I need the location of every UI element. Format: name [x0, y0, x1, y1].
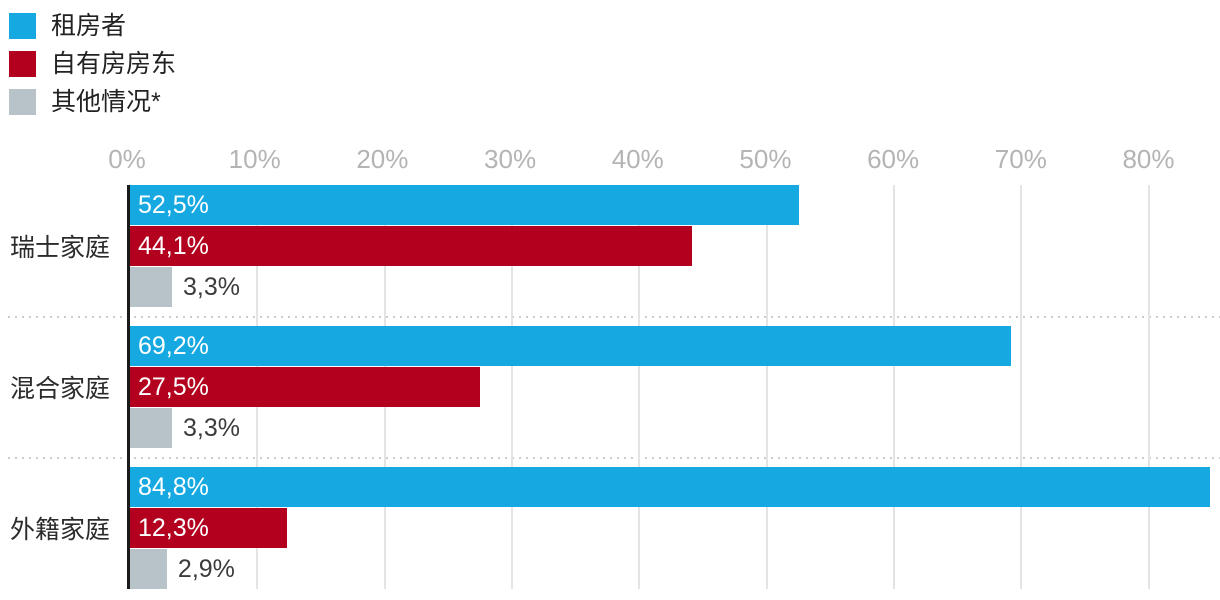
legend-label: 租房者 — [51, 12, 127, 40]
legend-swatch-icon — [9, 51, 36, 77]
x-tick-label: 0% — [108, 144, 146, 174]
bar-自有房房东 — [130, 226, 692, 266]
bar-value-label: 12,3% — [138, 514, 209, 542]
bar-row: 52,5% — [130, 185, 1220, 225]
bar-group-0: 52,5% 44,1% 3,3% — [130, 185, 1220, 307]
legend-swatch-icon — [9, 13, 36, 39]
gridline — [1020, 185, 1023, 589]
bar-row: 3,3% — [130, 408, 1220, 448]
x-tick-label: 80% — [1122, 144, 1175, 174]
x-axis-tick-labels: 0% 10% 20% 30% 40% 50% 60% 70% 80% — [108, 143, 1220, 175]
bar-value-label: 84,8% — [138, 473, 209, 501]
x-tick-label: 40% — [611, 144, 664, 174]
category-label-1: 混合家庭 — [10, 375, 111, 403]
bar-租房者 — [130, 467, 1210, 507]
gridline — [511, 185, 513, 589]
bar-row: 2,9% — [130, 549, 1220, 589]
bar-row: 84,8% — [130, 467, 1220, 507]
legend: 租房者自有房房东其他情况* — [9, 13, 176, 127]
legend-item-1: 自有房房东 — [9, 51, 176, 77]
bar-value-label: 27,5% — [138, 373, 209, 401]
bar-自有房房东 — [130, 367, 481, 407]
bar-租房者 — [130, 326, 1012, 366]
bar-row: 69,2% — [130, 326, 1220, 366]
category-labels: 瑞士家庭混合家庭外籍家庭 — [10, 185, 125, 589]
bar-value-label: 44,1% — [138, 232, 209, 260]
bar-value-label: 2,9% — [177, 555, 235, 583]
x-tick-label: 10% — [228, 144, 281, 174]
plot-area: 52,5% 44,1% 3,3% 69,2% 27,5% 3,3% 84,8% 12,3% 2,… — [127, 185, 1220, 589]
legend-label: 自有房房东 — [51, 50, 177, 78]
bar-value-label: 3,3% — [183, 273, 240, 301]
bar-group-1: 69,2% 27,5% 3,3% — [130, 326, 1220, 448]
bar-其他情况* — [130, 408, 173, 448]
x-tick-label: 50% — [739, 144, 792, 174]
bar-value-label: 3,3% — [183, 414, 240, 442]
bar-其他情况* — [130, 267, 173, 307]
bar-value-label: 69,2% — [138, 332, 209, 360]
bar-row: 44,1% — [130, 226, 1220, 266]
category-label-0: 瑞士家庭 — [10, 234, 111, 262]
bar-group-2: 84,8% 12,3% 2,9% — [130, 467, 1220, 589]
bar-自有房房东 — [130, 508, 287, 548]
x-tick-label: 30% — [484, 144, 537, 174]
bar-其他情况* — [130, 549, 167, 589]
bar-value-label: 52,5% — [138, 191, 209, 219]
bar-row: 12,3% — [130, 508, 1220, 548]
category-label-2: 外籍家庭 — [10, 516, 111, 544]
x-tick-label: 20% — [356, 144, 409, 174]
gridline — [638, 185, 641, 589]
gridline — [893, 185, 896, 589]
x-tick-label: 70% — [994, 144, 1047, 174]
legend-swatch-icon — [9, 89, 36, 115]
x-tick-label: 60% — [867, 144, 920, 174]
gridline — [765, 185, 768, 589]
legend-label: 其他情况* — [51, 88, 161, 116]
bar-租房者 — [130, 185, 799, 225]
bar-row: 27,5% — [130, 367, 1220, 407]
legend-item-2: 其他情况* — [9, 89, 176, 115]
legend-item-0: 租房者 — [9, 13, 176, 39]
bar-row: 3,3% — [130, 267, 1220, 307]
gridline — [1147, 185, 1150, 589]
